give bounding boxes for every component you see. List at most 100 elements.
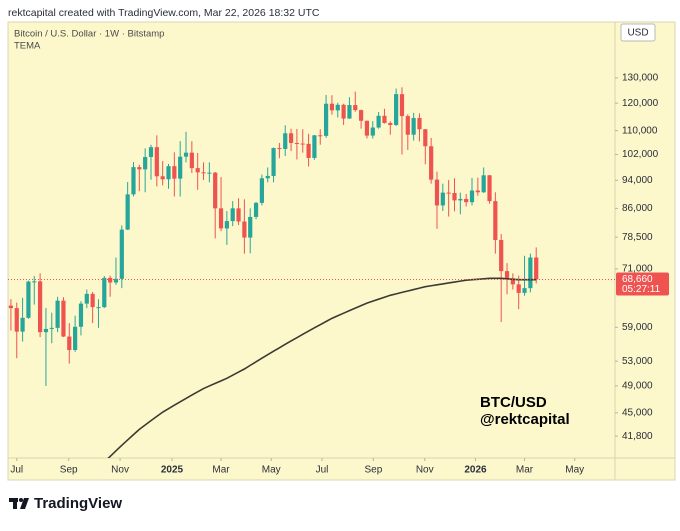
unit-box[interactable] [620, 23, 656, 42]
y-tick-label: 71,000 [622, 264, 653, 275]
candle-body [248, 216, 253, 238]
candle-body [137, 167, 142, 170]
candle-body [61, 300, 66, 337]
candle-body [37, 281, 43, 333]
x-tick-label: Jul [10, 465, 23, 476]
x-tick-label: May [565, 465, 584, 476]
candle-body [253, 202, 259, 217]
x-tick-label: 2026 [464, 465, 487, 476]
candle-body [271, 148, 276, 176]
candle-body [154, 147, 159, 177]
candle-body [131, 167, 136, 195]
y-tick-label: 110,000 [622, 125, 658, 136]
candle-body [434, 179, 440, 206]
candle-body [119, 229, 124, 279]
logo-shape [13, 498, 17, 509]
candle-body [102, 277, 107, 308]
candle-body [49, 327, 54, 329]
countdown: 05:27:11 [622, 284, 661, 295]
candle-body [108, 277, 113, 283]
candle-body [218, 208, 224, 229]
candle-body [125, 194, 130, 230]
brand-logo [9, 498, 29, 509]
candle-body [306, 143, 311, 158]
candle-body [481, 175, 486, 193]
y-tick-label: 120,000 [622, 98, 659, 109]
last-price-label: 68,660 [622, 274, 653, 285]
candle-body [90, 293, 95, 308]
candle-body [259, 178, 264, 203]
candle-body [323, 103, 329, 136]
candle-body [394, 94, 399, 125]
x-tick-label: Sep [60, 465, 78, 476]
candle-body [148, 147, 154, 157]
candle-body [446, 192, 451, 194]
x-tick-label: Mar [212, 465, 230, 476]
annotation: @rektcapital [480, 411, 570, 428]
candle-body [411, 118, 416, 135]
x-tick-label: 2025 [161, 465, 184, 476]
candle-body [522, 288, 527, 293]
candle-body [335, 104, 340, 111]
x-tick-label: Nov [416, 465, 434, 476]
candle-body [510, 278, 515, 285]
candle-body [55, 300, 60, 328]
brand: TradingView [34, 495, 122, 512]
candle-body [405, 116, 410, 135]
candle-body [534, 257, 539, 280]
candle-body [347, 105, 352, 119]
y-tick-label: 86,000 [622, 203, 653, 214]
plot-area [8, 87, 615, 458]
y-tick-label: 45,000 [622, 407, 653, 418]
header: rektcapital created with TradingView.com… [8, 7, 320, 19]
chart-background [7, 21, 676, 481]
candle-body [499, 239, 504, 272]
y-tick-label: 102,000 [622, 149, 659, 160]
candle-body [8, 305, 14, 309]
candle-body [429, 146, 434, 180]
candle-body [201, 172, 206, 174]
candle-body [399, 94, 405, 117]
candle-body [312, 135, 317, 158]
candle-body [294, 142, 300, 144]
x-tick-label: Nov [111, 465, 129, 476]
logo-shape [20, 498, 29, 509]
candle-body [172, 166, 177, 179]
candle-body [528, 257, 533, 289]
x-tick-label: May [262, 465, 281, 476]
candle-body [475, 190, 480, 193]
candle-body [96, 307, 101, 309]
overlay-line [107, 277, 537, 458]
candle-body [43, 328, 49, 333]
candle-body [213, 172, 218, 209]
candle-body [20, 317, 25, 332]
candle-body [341, 104, 346, 119]
candle-body [440, 192, 445, 206]
candle-body [113, 278, 119, 283]
x-tick-label: Jul [316, 465, 329, 476]
candle-body [376, 115, 381, 128]
candle-body [288, 133, 294, 143]
candle-body [32, 281, 37, 283]
y-tick-label: 49,000 [622, 381, 653, 392]
annotation: BTC/USD [480, 394, 547, 411]
candle-body [493, 201, 498, 240]
x-tick-label: Mar [516, 465, 534, 476]
candle-body [230, 208, 235, 222]
candle-body [353, 105, 358, 111]
y-tick-label: 59,000 [622, 322, 653, 333]
y-tick-label: 78,500 [622, 232, 653, 243]
candle-body [236, 208, 241, 222]
candle-body [329, 103, 335, 111]
candle-body [26, 281, 31, 318]
candle-body [359, 110, 364, 121]
x-tick-label: Sep [364, 465, 382, 476]
legend-overlay: TEMA [14, 41, 41, 52]
candle-body [458, 198, 463, 201]
axis-unit: USD [627, 28, 648, 39]
candle-body [318, 135, 323, 137]
legend-title: Bitcoin / U.S. Dollar · 1W · Bitstamp [14, 29, 164, 40]
logo-shape [19, 498, 23, 502]
candle-body [469, 190, 475, 203]
